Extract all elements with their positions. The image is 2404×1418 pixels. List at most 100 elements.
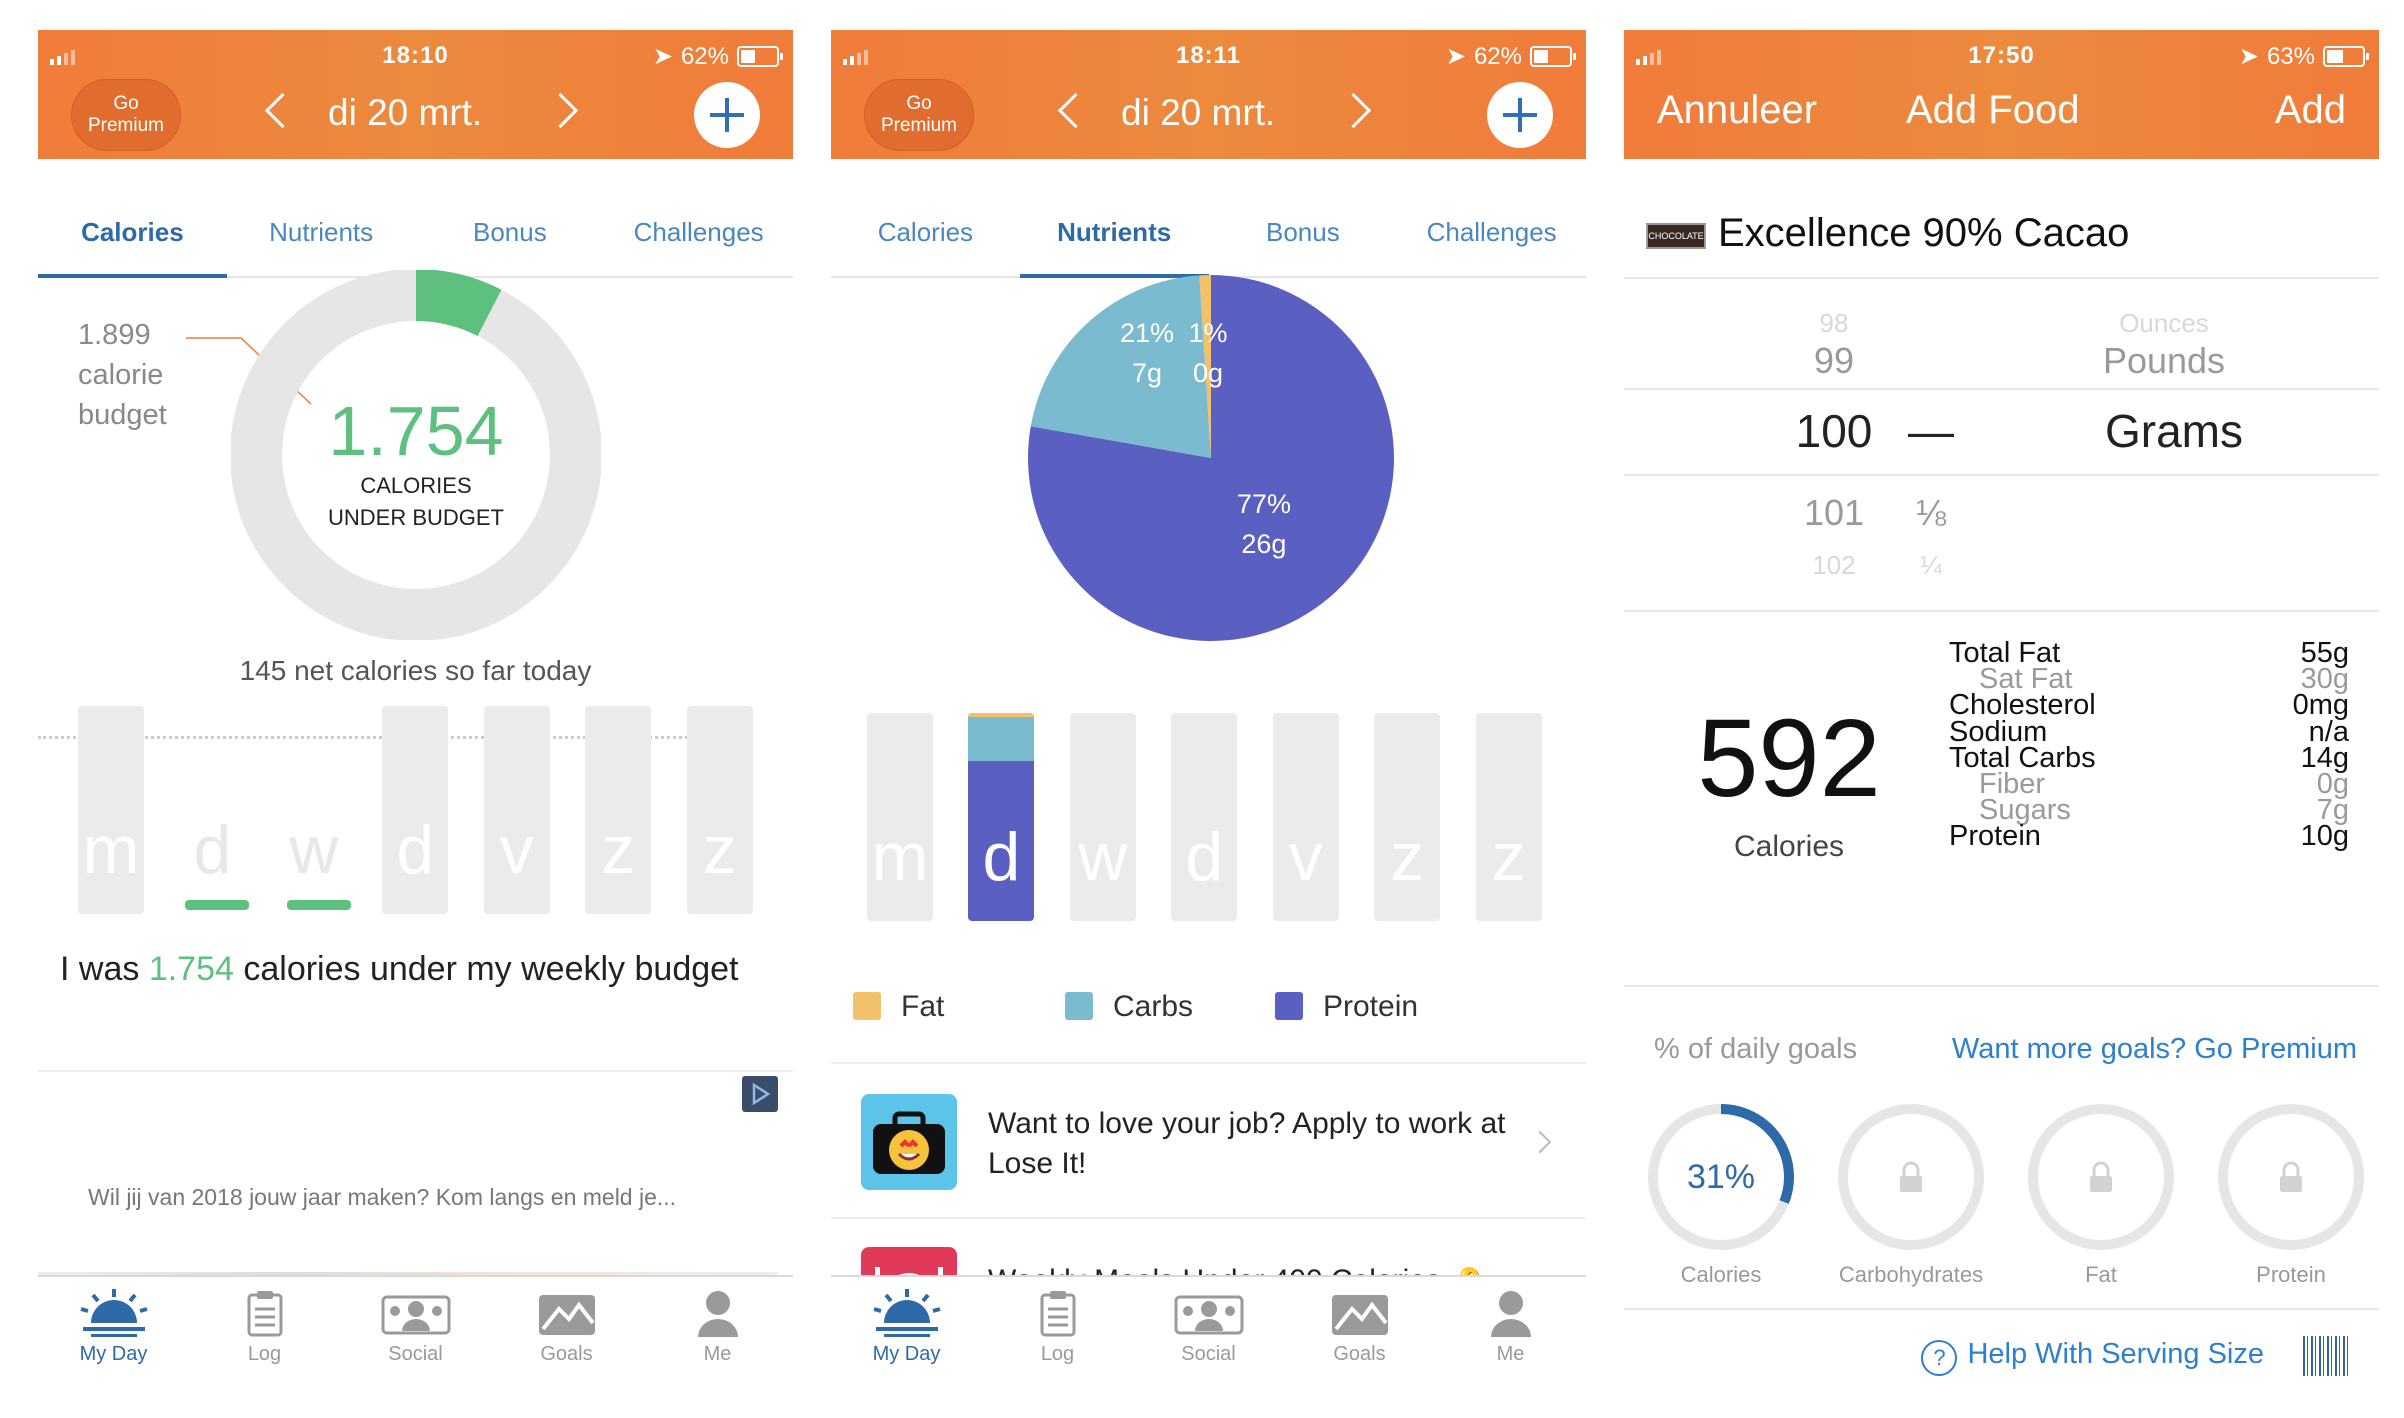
day-label[interactable]: d — [193, 812, 232, 888]
nutrient-value: 0mg — [2292, 689, 2349, 722]
picker-qty-next2[interactable]: 102 — [1812, 550, 1856, 580]
go-premium-button[interactable]: Go Premium — [71, 79, 181, 151]
day-label[interactable]: z — [1390, 819, 1425, 895]
next-day-icon[interactable] — [542, 92, 579, 129]
nav-social[interactable]: Social — [340, 1277, 491, 1418]
nav-log[interactable]: Log — [189, 1277, 340, 1418]
day-label[interactable]: w — [1078, 819, 1128, 895]
picker-qty-selected[interactable]: 100 — [1795, 405, 1873, 457]
next-day-icon[interactable] — [1335, 92, 1372, 129]
promo-job[interactable]: Want to love your job? Apply to work at … — [831, 1062, 1586, 1219]
tab-challenges[interactable]: Challenges — [633, 217, 764, 247]
go-premium-link[interactable]: Want more goals? Go Premium — [1951, 1033, 2357, 1065]
cancel-button[interactable]: Annuleer — [1657, 88, 1818, 132]
picker-unit-prev[interactable]: Pounds — [2102, 340, 2226, 381]
nutrient-name: Fiber — [1979, 768, 2046, 800]
tab-challenges[interactable]: Challenges — [1426, 217, 1557, 247]
calories-screen: 18:10 ➤ 62% Go Premium di 20 mrt. Calories… — [38, 30, 793, 1418]
nutrition-row-sodium: Sodium n/a — [1949, 716, 2349, 749]
nav-my-day[interactable]: My Day — [38, 1277, 189, 1418]
lock-icon — [2090, 1161, 2112, 1192]
under-label-2: UNDER BUDGET — [327, 505, 504, 530]
day-label[interactable]: m — [871, 819, 929, 895]
day-label[interactable]: m — [82, 812, 140, 888]
go-premium-button[interactable]: Go Premium — [864, 79, 974, 151]
tab-nutrients[interactable]: Nutrients — [1019, 159, 1209, 278]
nutrient-name: Sat Fat — [1979, 663, 2073, 696]
pie-label-pct-carbs: 21% — [1120, 318, 1174, 348]
goal-ring-protein — [2218, 1104, 2364, 1250]
add-food-button[interactable] — [694, 82, 760, 148]
day-label[interactable]: v — [1288, 819, 1323, 895]
barcode-icon[interactable] — [2303, 1336, 2351, 1376]
current-date[interactable]: di 20 mrt. — [1121, 92, 1276, 133]
weekly-suffix: calories under my weekly budget — [233, 950, 739, 988]
prev-day-icon[interactable] — [264, 92, 301, 129]
nav-goals[interactable]: Goals — [1284, 1277, 1435, 1418]
picker-fraction-next[interactable]: ⅛ — [1915, 492, 1947, 533]
person-icon — [642, 1289, 793, 1337]
prev-day-icon[interactable] — [1057, 92, 1094, 129]
pie-label-grams-fat: 0g — [1193, 358, 1223, 388]
current-date[interactable]: di 20 mrt. — [328, 92, 483, 133]
day-label[interactable]: z — [1491, 819, 1526, 895]
picker-unit-prev2[interactable]: Ounces — [2119, 308, 2209, 338]
status-time: 18:11 — [1175, 42, 1242, 69]
day-label[interactable]: d — [982, 819, 1021, 895]
picker-fraction-next2[interactable]: ¼ — [1920, 550, 1942, 580]
location-icon: ➤ — [1445, 43, 1466, 70]
tab-nutrients[interactable]: Nutrients — [269, 217, 374, 247]
nav-label: Log — [1040, 1343, 1075, 1365]
sun-icon — [831, 1289, 982, 1337]
food-name: Excellence 90% Cacao — [1718, 211, 2130, 255]
day-label[interactable]: w — [289, 812, 339, 888]
day-label[interactable]: v — [499, 812, 534, 888]
budget-value: 1.899 — [78, 319, 151, 351]
nav-log[interactable]: Log — [982, 1277, 1133, 1418]
picker-fraction-selected[interactable]: — — [1908, 405, 1954, 457]
tab-bar: Calories Nutrients Bonus Challenges — [38, 159, 793, 278]
goal-ring-track — [2028, 1104, 2174, 1250]
day-label[interactable]: d — [1185, 819, 1224, 895]
pie-slice-fat — [1199, 275, 1211, 458]
serving-size-picker[interactable]: 98 99 100 101 102 — ⅛ ¼ Ounces Pounds Gr… — [1624, 280, 2379, 612]
nutrient-value: 55g — [2300, 637, 2349, 669]
nav-me[interactable]: Me — [1435, 1277, 1586, 1418]
tab-bonus[interactable]: Bonus — [1266, 217, 1340, 247]
protein-swatch — [1275, 992, 1303, 1020]
ad-banner[interactable]: Wil jij van 2018 jouw jaar maken? Kom la… — [38, 1070, 793, 1284]
nutrient-name: Total Carbs — [1949, 741, 2096, 774]
nav-my-day[interactable]: My Day — [831, 1277, 982, 1418]
picker-qty-next[interactable]: 101 — [1803, 492, 1865, 533]
add-button[interactable]: Add — [2274, 88, 2346, 132]
donut-consumed-arc — [415, 270, 502, 337]
picker-unit-selected[interactable]: Grams — [2105, 405, 2243, 457]
weekly-prefix: I was — [60, 950, 149, 988]
nutrient-name: Cholesterol — [1949, 689, 2096, 722]
tab-calories[interactable]: Calories — [38, 159, 227, 278]
add-food-button[interactable] — [1487, 82, 1553, 148]
calorie-donut — [231, 270, 601, 640]
ad-choices-icon[interactable] — [742, 1076, 778, 1112]
day-bar-7 — [1475, 713, 1542, 921]
nutrient-name: Total Fat — [1949, 637, 2061, 669]
tab-calories[interactable]: Calories — [877, 217, 974, 247]
help-serving-size-link[interactable]: ? Help With Serving Size — [1921, 1338, 2264, 1376]
day-bar-6 — [1374, 713, 1441, 921]
under-budget-value: 1.754 — [328, 392, 504, 470]
nav-me[interactable]: Me — [642, 1277, 793, 1418]
budget-label-2: budget — [78, 399, 167, 431]
picker-qty-prev2[interactable]: 98 — [1819, 308, 1849, 338]
day-label[interactable]: d — [396, 812, 435, 888]
goals-icon — [491, 1289, 642, 1337]
nav-label: Social — [388, 1343, 443, 1365]
nav-social[interactable]: Social — [1133, 1277, 1284, 1418]
day-label[interactable]: z — [601, 812, 636, 888]
tab-bar: Calories Nutrients Bonus Challenges — [831, 159, 1586, 278]
under-budget-label: CALORIES UNDER BUDGET — [231, 470, 601, 534]
nav-goals[interactable]: Goals — [491, 1277, 642, 1418]
day-label[interactable]: z — [702, 812, 737, 888]
picker-qty-prev[interactable]: 99 — [1813, 340, 1855, 381]
picker-selection-band — [1624, 388, 2379, 476]
tab-bonus[interactable]: Bonus — [473, 217, 547, 247]
